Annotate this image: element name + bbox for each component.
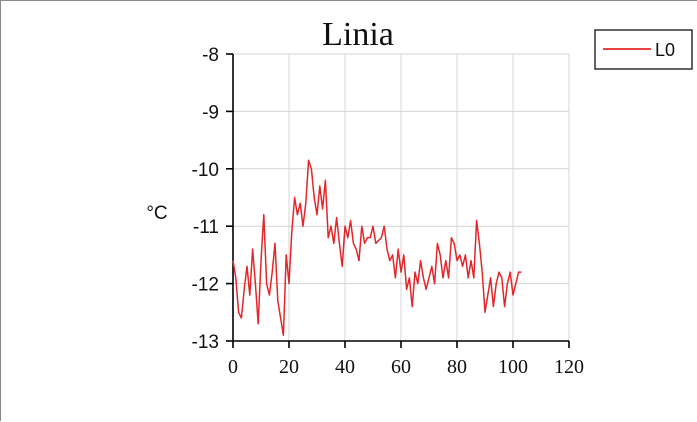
x-tick-label: 0	[228, 356, 238, 378]
y-tick-label: -11	[193, 217, 219, 238]
y-tick-label: -13	[192, 332, 219, 353]
grid	[233, 53, 570, 341]
x-tick-label: 20	[279, 356, 299, 378]
x-tick-label: 100	[498, 356, 528, 378]
line-chart: -8 -9 -10 -11 -12 -13 0 20 40 60 80 100 120 Linia °C…	[146, 16, 693, 378]
series-line-0	[232, 159, 522, 337]
chart-area: -8 -9 -10 -11 -12 -13 0 20 40 60 80 100 120 Linia °C…	[9, 9, 697, 422]
tick-labels: -8 -9 -10 -11 -12 -13 0 20 40 60 80 100 120	[192, 45, 584, 378]
x-tick-label: 40	[335, 356, 355, 378]
y-tick-label: -9	[202, 102, 219, 123]
y-tick-label: -8	[202, 45, 219, 66]
legend: L0	[594, 29, 693, 70]
axes	[226, 53, 570, 348]
x-tick-label: 120	[554, 356, 584, 378]
y-tick-label: -12	[192, 275, 219, 296]
x-tick-label: 80	[447, 356, 467, 378]
legend-label: L0	[655, 40, 675, 60]
chart-title: Linia	[322, 16, 394, 53]
x-tick-label: 60	[391, 356, 411, 378]
y-axis-label: °C	[146, 203, 167, 224]
y-tick-label: -10	[192, 160, 219, 181]
series-layer	[232, 159, 522, 337]
